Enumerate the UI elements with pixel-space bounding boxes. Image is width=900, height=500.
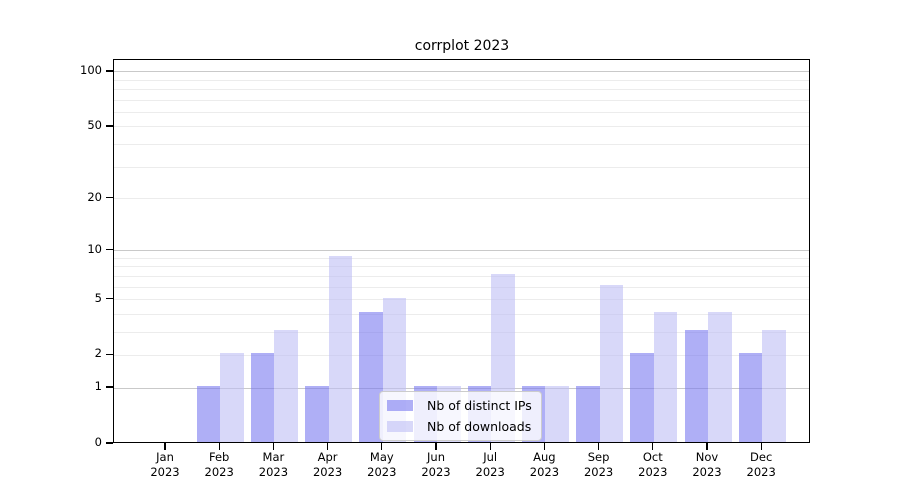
x-tick-label: May 2023	[367, 450, 397, 479]
legend-entry: Nb of distinct IPs	[387, 398, 532, 413]
gridline-minor	[114, 354, 809, 356]
y-tick-mark	[106, 70, 113, 72]
plot-area	[113, 59, 810, 443]
x-tick-mark	[164, 443, 166, 450]
gridline-minor	[114, 257, 809, 259]
x-tick-mark	[272, 443, 275, 450]
bar-downloads	[274, 330, 298, 442]
x-tick-label: Mar 2023	[258, 450, 289, 479]
y-tick-label: 20	[87, 189, 102, 204]
bar-downloads	[220, 353, 244, 442]
y-tick-mark	[106, 248, 113, 251]
y-tick-mark	[106, 125, 113, 127]
y-tick-mark	[106, 386, 113, 388]
bar-distinct-ips	[684, 330, 708, 442]
x-tick-label: Dec 2023	[746, 450, 776, 479]
legend-entry: Nb of downloads	[387, 419, 532, 434]
x-tick-mark	[652, 443, 654, 450]
bar-downloads	[762, 330, 786, 442]
bar-downloads	[653, 312, 678, 442]
gridline-minor	[114, 331, 809, 333]
bar-downloads	[328, 256, 353, 442]
legend-label: Nb of distinct IPs	[427, 398, 532, 413]
x-tick-label: Apr 2023	[312, 450, 343, 479]
gridline-minor	[114, 79, 809, 81]
bar-distinct-ips	[359, 312, 383, 442]
x-tick-mark	[597, 443, 600, 450]
y-tick-label: 100	[80, 62, 102, 77]
legend: Nb of distinct IPs Nb of downloads	[379, 391, 542, 441]
gridline-minor	[114, 126, 809, 128]
gridline-minor	[114, 89, 809, 91]
x-tick-label: Feb 2023	[204, 450, 234, 479]
y-tick-mark	[106, 353, 113, 356]
gridline-minor	[114, 266, 809, 268]
gridline-major	[114, 250, 809, 252]
x-tick-label: Jul 2023	[475, 450, 505, 479]
gridline-minor	[114, 313, 809, 315]
bar-distinct-ips	[576, 386, 600, 442]
bar-distinct-ips	[738, 353, 763, 442]
legend-swatch-distinct-ips	[387, 400, 413, 411]
gridline-major	[114, 387, 809, 389]
y-tick-label: 10	[87, 241, 102, 256]
x-tick-label: Jun 2023	[421, 450, 451, 479]
bar-distinct-ips	[630, 353, 654, 442]
x-tick-label: Aug 2023	[529, 450, 560, 479]
x-tick-label: Jan 2023	[150, 450, 180, 479]
bar-distinct-ips	[250, 353, 275, 442]
x-tick-mark	[760, 443, 762, 450]
x-tick-mark	[326, 443, 329, 450]
y-tick-label: 0	[94, 435, 102, 449]
gridline-minor	[114, 198, 809, 199]
x-tick-mark	[489, 443, 491, 450]
bar-downloads	[545, 386, 569, 442]
x-tick-label: Sep 2023	[583, 450, 614, 479]
bar-distinct-ips	[305, 386, 329, 442]
gridline-minor	[114, 166, 809, 168]
gridline-minor	[114, 286, 809, 288]
bar-distinct-ips	[196, 386, 221, 442]
x-tick-mark	[381, 443, 383, 450]
x-tick-label: Oct 2023	[638, 450, 668, 479]
gridline-minor	[114, 144, 809, 146]
gridline-minor	[114, 299, 809, 301]
y-tick-label: 50	[87, 117, 102, 132]
gridline-minor	[114, 99, 809, 101]
chart-title: corrplot 2023	[414, 38, 510, 54]
gridline-minor	[114, 112, 809, 114]
x-tick-mark	[543, 443, 546, 450]
legend-swatch-downloads	[387, 421, 413, 432]
y-tick-mark	[106, 442, 113, 444]
x-tick-label: Nov 2023	[692, 450, 722, 479]
y-tick-label: 2	[94, 346, 102, 361]
bar-downloads	[708, 312, 732, 442]
y-tick-label: 5	[94, 290, 102, 305]
bar-downloads	[599, 285, 624, 442]
x-tick-mark	[435, 443, 437, 450]
x-tick-mark	[706, 443, 708, 450]
gridline-minor	[114, 275, 809, 277]
y-tick-label: 1	[94, 379, 102, 394]
y-tick-mark	[106, 196, 113, 199]
legend-label: Nb of downloads	[427, 419, 532, 434]
x-tick-mark	[218, 443, 220, 450]
gridline-major	[114, 71, 809, 73]
y-tick-mark	[106, 297, 113, 300]
